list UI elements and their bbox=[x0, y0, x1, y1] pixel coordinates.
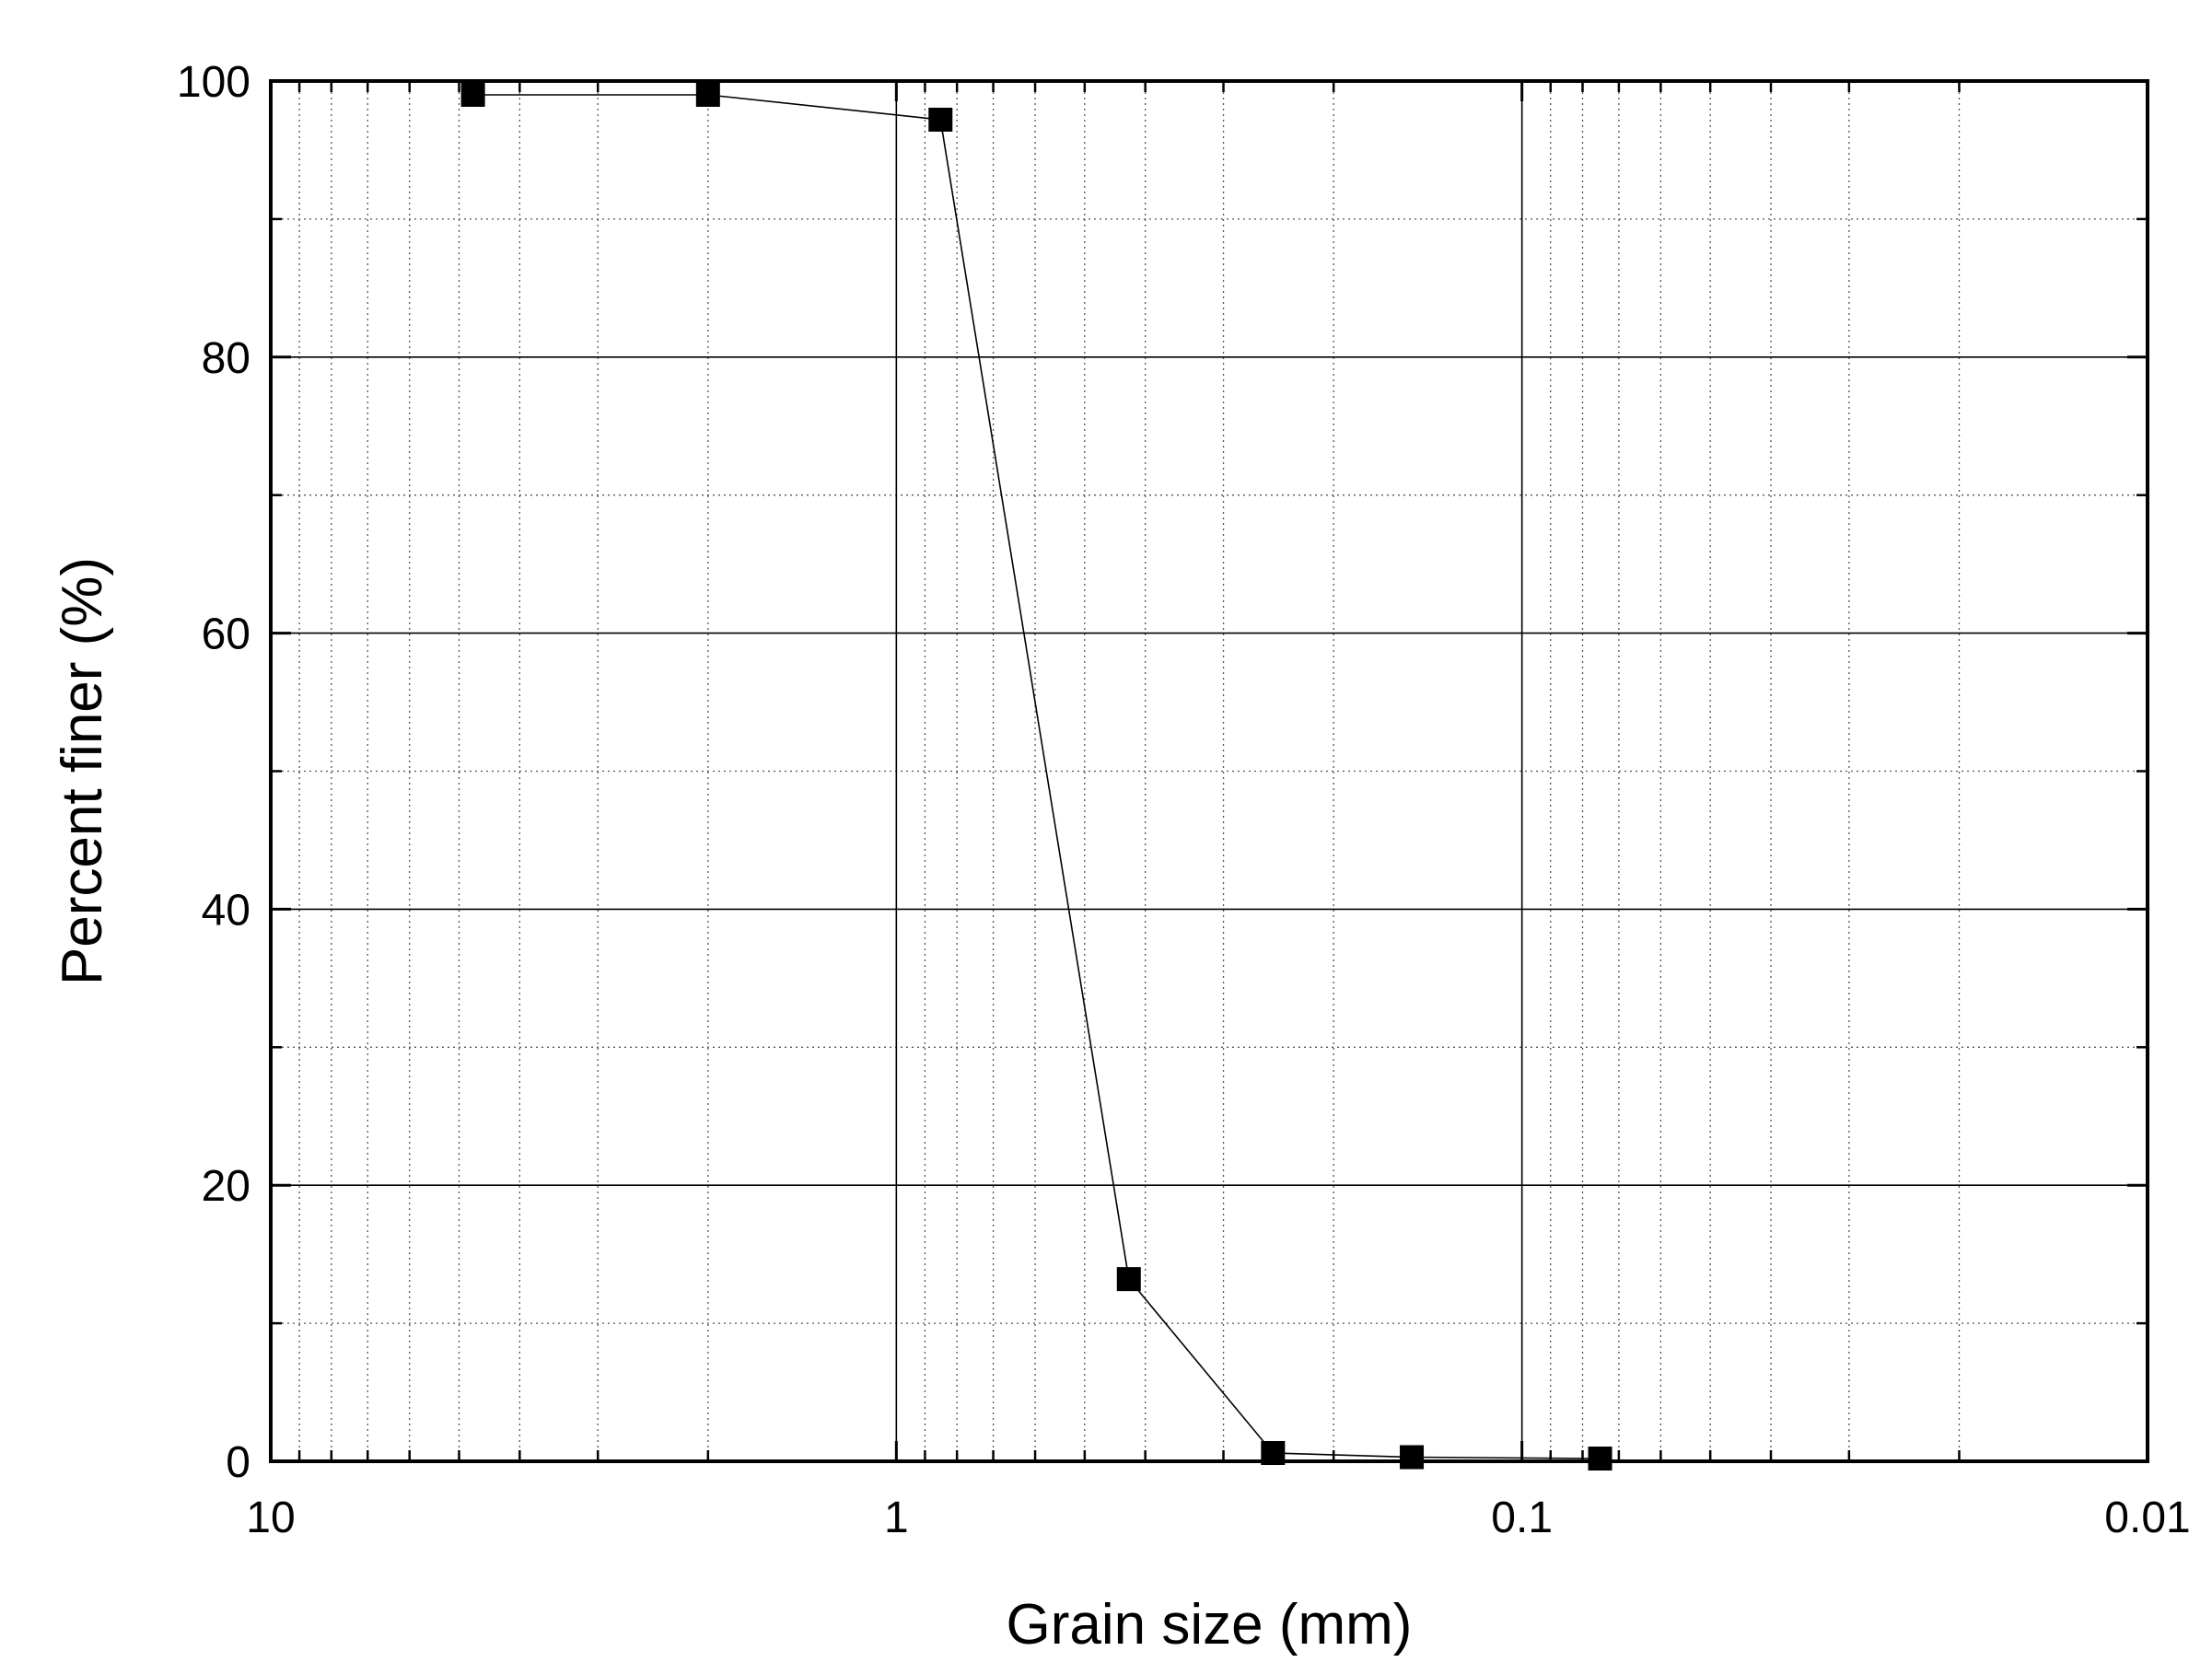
plot-frame bbox=[269, 79, 2149, 1463]
data-point bbox=[1116, 1267, 1141, 1292]
plot-area-border bbox=[269, 79, 2149, 1463]
data-point bbox=[460, 82, 485, 107]
y-tick-label: 60 bbox=[202, 610, 250, 659]
major-gridlines bbox=[271, 81, 2148, 1461]
y-tick-label: 0 bbox=[226, 1438, 250, 1487]
data-point bbox=[928, 107, 953, 132]
x-tick-label: 10 bbox=[246, 1494, 295, 1542]
y-tick-label: 100 bbox=[177, 58, 250, 107]
data-point bbox=[1588, 1447, 1612, 1471]
axis-ticks bbox=[271, 79, 2149, 1463]
y-axis-title: Percent finer (%) bbox=[51, 557, 114, 985]
y-tick-label: 40 bbox=[202, 886, 250, 935]
x-tick-label: 0.1 bbox=[1491, 1494, 1553, 1542]
y-tick-label: 80 bbox=[202, 334, 250, 383]
tick-labels: 10 1 0.1 0.01 0 20 40 60 80 100 bbox=[177, 58, 2191, 1542]
x-tick-label: 1 bbox=[884, 1494, 909, 1542]
series-line bbox=[472, 94, 1601, 1459]
series-layer bbox=[460, 82, 1612, 1471]
data-point bbox=[1400, 1445, 1425, 1470]
x-tick-label: 0.01 bbox=[2104, 1494, 2190, 1542]
y-tick-label: 20 bbox=[202, 1162, 250, 1211]
x-axis-title: Grain size (mm) bbox=[1007, 1593, 1413, 1657]
minor-gridlines bbox=[271, 81, 2148, 1461]
